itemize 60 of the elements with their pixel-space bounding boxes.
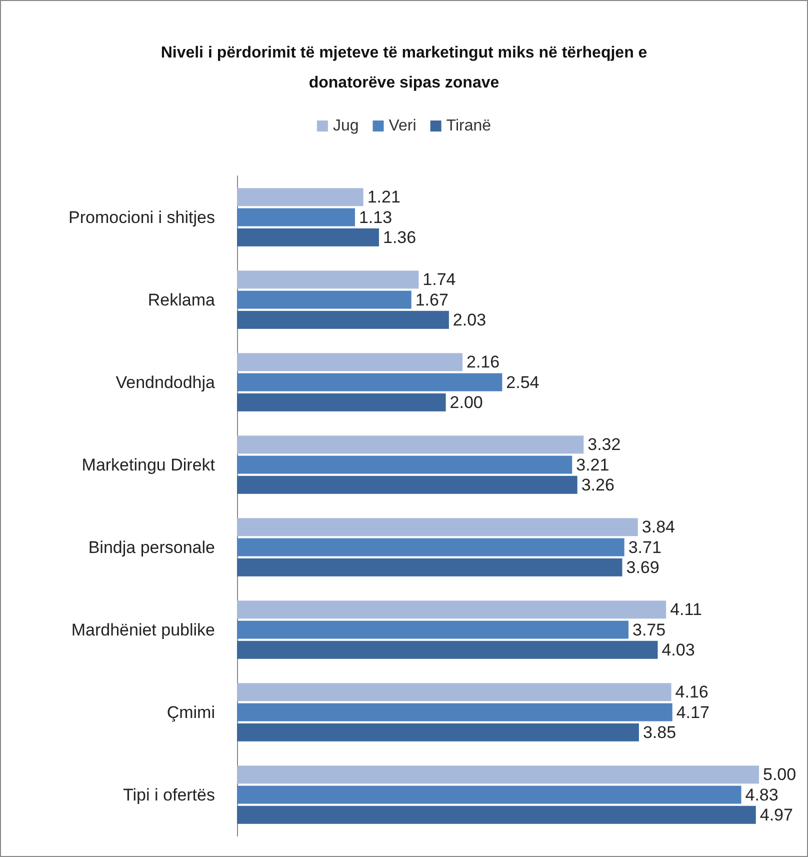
y-tick-label: Reklama	[148, 290, 216, 310]
data-label: 3.75	[632, 620, 666, 640]
data-label: 2.03	[452, 310, 486, 330]
data-label: 3.85	[642, 722, 676, 742]
data-label: 2.00	[450, 392, 483, 412]
bar	[237, 806, 756, 824]
y-tick-label: Promocioni i shitjes	[68, 208, 215, 227]
data-label: 3.21	[576, 455, 610, 474]
data-label: 1.74	[422, 270, 456, 290]
bar	[237, 703, 672, 722]
data-label: 3.32	[588, 435, 621, 454]
legend-label: Tiranë	[446, 118, 492, 134]
bar	[237, 476, 578, 494]
data-label: 1.21	[367, 188, 400, 207]
bar	[237, 373, 502, 392]
data-label: 4.97	[760, 805, 793, 824]
y-tick-label: Mardhëniet publike	[71, 620, 215, 640]
y-tick-label: Çmimi	[166, 702, 215, 722]
bar	[237, 188, 364, 206]
bar	[237, 290, 412, 309]
bar	[237, 456, 572, 474]
bar	[237, 640, 658, 659]
bar	[237, 600, 666, 619]
data-label: 1.36	[382, 228, 416, 247]
bar	[237, 683, 672, 702]
bar	[237, 786, 742, 804]
legend-label: Jug	[332, 118, 359, 134]
data-label: 3.26	[581, 475, 614, 494]
data-label: 3.69	[626, 558, 660, 577]
data-label: 4.83	[745, 785, 778, 804]
y-tick-label: Bindja personale	[88, 538, 215, 557]
bar	[237, 538, 624, 556]
bar	[237, 620, 628, 639]
data-label: 2.54	[506, 372, 540, 392]
data-label: 4.16	[675, 682, 708, 702]
y-tick-label: Marketingu Direkt	[82, 455, 216, 474]
data-label: 1.67	[415, 290, 448, 310]
bar	[237, 558, 622, 576]
bar	[237, 518, 638, 536]
data-label: 3.71	[628, 538, 662, 557]
bar	[237, 393, 446, 412]
data-label: 3.84	[642, 518, 675, 537]
bar	[237, 208, 355, 226]
data-label: 5.00	[763, 765, 796, 784]
data-label: 1.13	[358, 208, 392, 227]
bar	[237, 353, 463, 372]
bar	[237, 270, 419, 289]
data-label: 4.17	[676, 702, 710, 722]
bar	[237, 228, 379, 246]
y-tick-label: Vendndodhja	[116, 372, 216, 392]
bar	[237, 310, 449, 329]
y-tick-label: Tipi i ofertës	[123, 785, 215, 804]
data-label: 4.03	[662, 640, 695, 660]
data-label: 2.16	[466, 352, 500, 372]
bar	[237, 723, 639, 742]
bar	[237, 766, 759, 784]
data-label: 4.11	[670, 600, 702, 620]
bar	[237, 436, 584, 454]
legend-label: Veri	[388, 118, 416, 134]
chart-title: Niveli i përdorimit të mjeteve të marketingut miks në tërheqjen e donatorëve sipas zonave	[160, 44, 648, 92]
